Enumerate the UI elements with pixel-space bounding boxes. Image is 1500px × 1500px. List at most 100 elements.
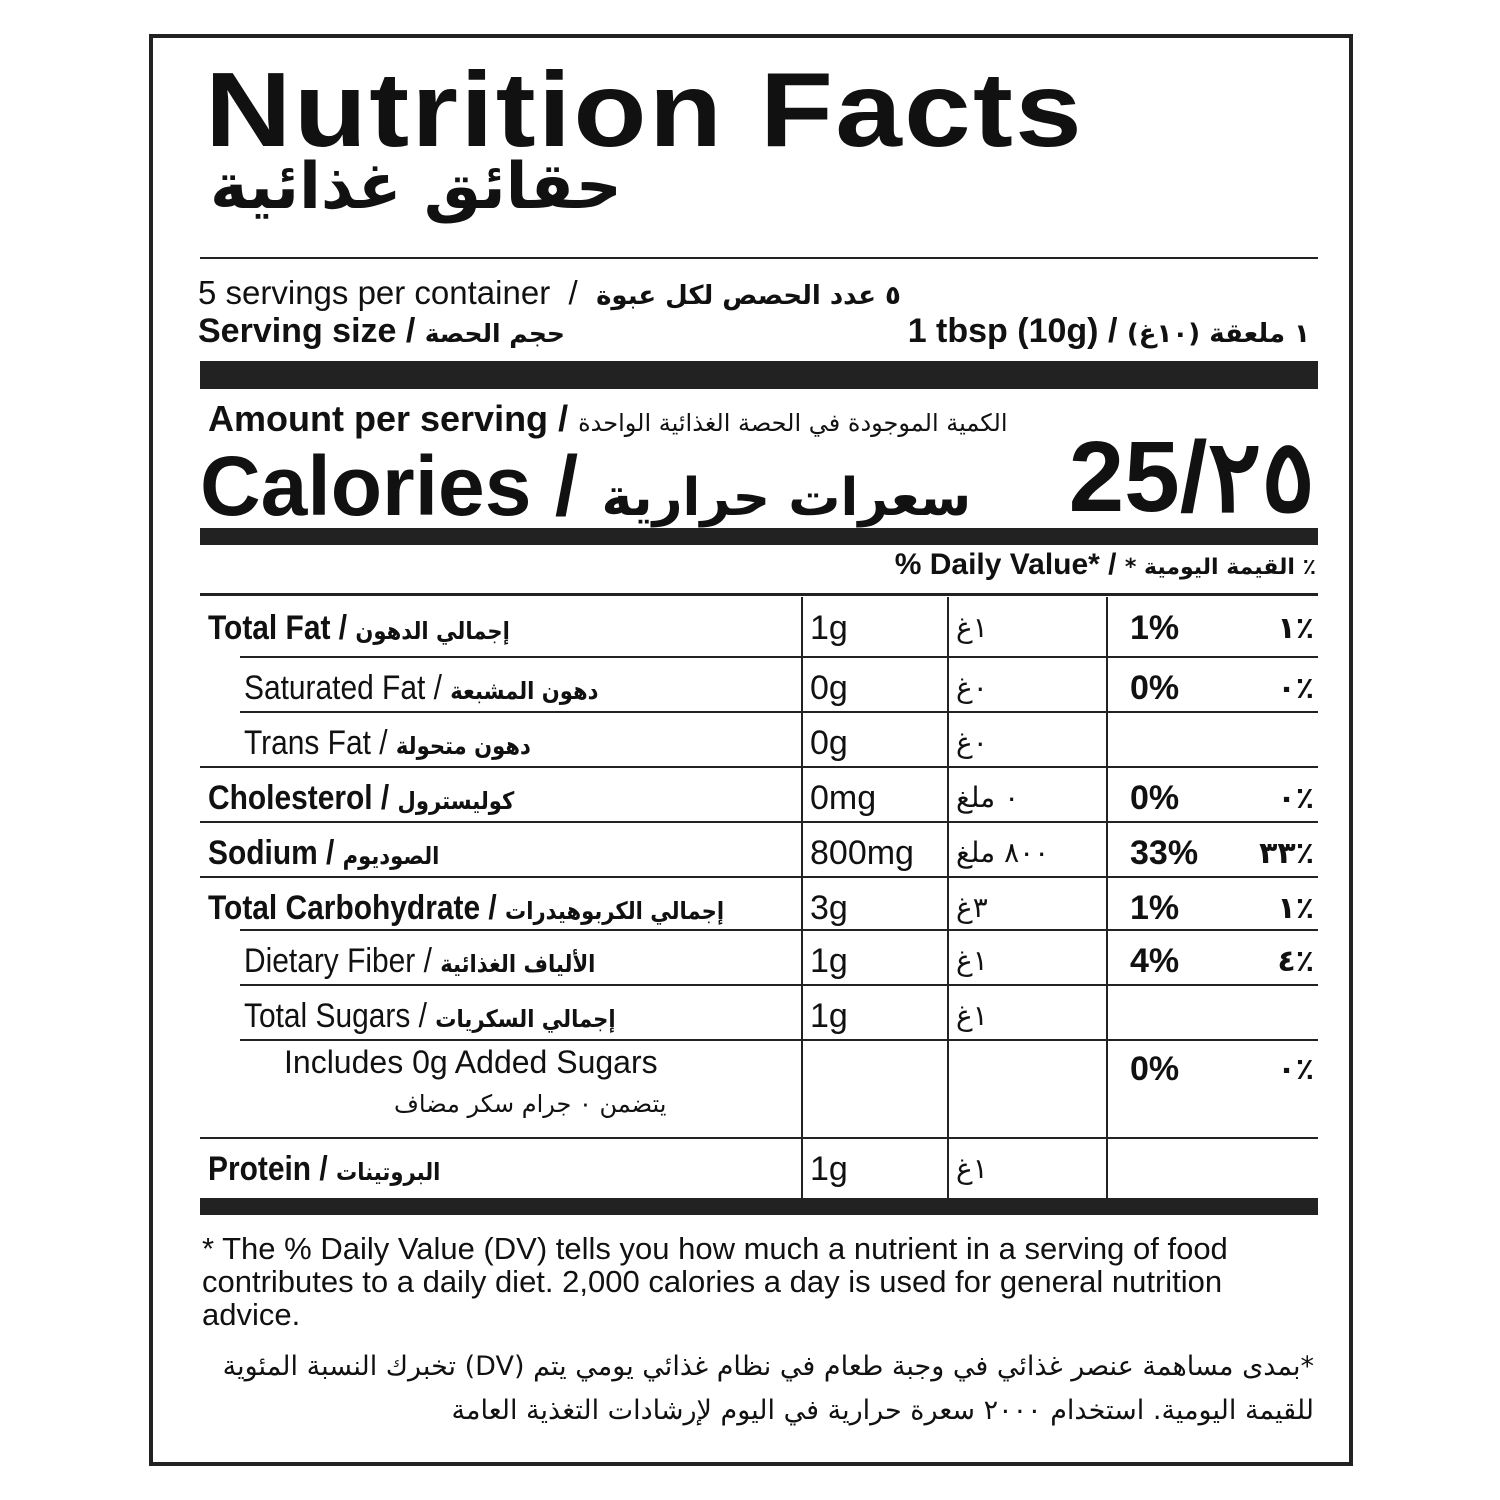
nutrient-daily-value: 4% (1130, 942, 1180, 980)
label-title: Nutrition Facts (205, 51, 1085, 169)
servings-en: 5 servings per container (198, 274, 551, 311)
servings-per-container: 5 servings per container / ٥ عدد الحصص ل… (198, 274, 901, 311)
nutrient-amount: 3g (810, 889, 848, 927)
thick-divider (200, 361, 1318, 389)
table-row: Saturated Fat / دهون المشبعة 0g ٠غ 0% ٪٠ (0, 657, 1500, 713)
nutrient-daily-value-ar: ٪٠ (1277, 1052, 1314, 1087)
footnote-arabic: *بمدى مساهمة عنصر غذائي في وجبة طعام في … (222, 1351, 1314, 1426)
nutrient-daily-value-ar: ٪٣٣ (1259, 836, 1314, 871)
nutrient-name: Trans Fat (244, 724, 371, 762)
amount-en: Amount per serving (208, 398, 549, 439)
column-divider (947, 597, 949, 1198)
serving-size-label: Serving size / حجم الحصة (198, 312, 565, 350)
nutrient-name: Saturated Fat (244, 669, 426, 707)
row-divider (240, 984, 1318, 986)
nutrient-name: Total Carbohydrate (208, 889, 481, 927)
row-divider (240, 1039, 1318, 1041)
amount-per-serving: Amount per serving / الكمية الموجودة في … (208, 398, 1008, 439)
nutrient-name-ar: الألياف الغذائية (440, 950, 596, 978)
nutrient-amount-ar: ٨٠٠ ملغ (956, 836, 1050, 869)
nutrient-amount-ar: ١غ (956, 944, 988, 977)
nutrient-name: Total Sugars (244, 997, 411, 1035)
calories-en: Calories (200, 439, 532, 533)
nutrient-name-ar: يتضمن ٠ جرام سكر مضاف (394, 1090, 667, 1118)
nutrient-daily-value-ar: ٪٠ (1277, 671, 1314, 706)
calories-value: 25/٢٥ (1068, 421, 1315, 533)
table-row: Total Carbohydrate / إجمالي الكربوهيدرات… (0, 877, 1500, 931)
label-title-arabic: حقائق غذائية (210, 150, 622, 224)
nutrient-name: Sodium (208, 834, 318, 872)
calories-ar: سعرات حرارية (601, 468, 972, 528)
row-divider (200, 821, 1318, 823)
row-divider (200, 876, 1318, 878)
dv-header-en: % Daily Value* (894, 548, 1100, 581)
nutrient-daily-value-ar: ٪٤ (1277, 944, 1314, 979)
nutrient-amount-ar: ٠ ملغ (956, 781, 1020, 814)
nutrition-label-border (149, 34, 1353, 1466)
daily-value-header: % Daily Value* / ٪ القيمة اليومية * (894, 548, 1316, 581)
calories-label: Calories / سعرات حرارية (200, 439, 972, 533)
nutrient-daily-value-ar: ٪١ (1277, 611, 1314, 646)
servings-ar: ٥ عدد الحصص لكل عبوة (596, 281, 901, 311)
divider (200, 593, 1318, 596)
divider (200, 257, 1318, 259)
nutrient-amount: 0g (810, 724, 848, 762)
nutrient-name-ar: دهون متحولة (395, 732, 531, 760)
nutrient-amount-ar: ٠غ (956, 671, 988, 704)
row-divider (200, 1137, 1318, 1139)
nutrient-amount-ar: ١غ (956, 1152, 988, 1185)
nutrient-daily-value: 33% (1130, 834, 1199, 872)
column-divider (1106, 597, 1108, 1198)
nutrient-name-ar: كوليسترول (397, 787, 515, 815)
serving-size-value-en: 1 tbsp (10g) (907, 312, 1099, 350)
table-row: Total Fat / إجمالي الدهون 1g ١غ 1% ٪١ (0, 597, 1500, 658)
table-row: Total Sugars / إجمالي السكريات 1g ١غ (0, 985, 1500, 1041)
nutrient-name: Includes 0g Added Sugars (284, 1044, 658, 1080)
serving-size-en: Serving size (198, 312, 397, 350)
nutrient-name-ar: دهون المشبعة (450, 677, 599, 705)
nutrient-amount-ar: ٠غ (956, 726, 988, 759)
serving-size-value-ar: ١ ملعقة (١٠غ) (1126, 319, 1310, 349)
nutrient-daily-value: 0% (1130, 779, 1180, 817)
serving-size-value: 1 tbsp (10g) / ١ ملعقة (١٠غ) (907, 312, 1310, 350)
table-row: Includes 0g Added Sugars يتضمن ٠ جرام سكر… (0, 1040, 1500, 1139)
nutrient-name-ar: إجمالي الدهون (355, 617, 510, 645)
thick-divider (200, 528, 1318, 545)
table-row: Protein / البروتينات 1g ١غ (208, 1150, 988, 1188)
column-divider (801, 597, 803, 1198)
footnote: * The % Daily Value (DV) tells you how m… (202, 1231, 1228, 1332)
serving-size-ar: حجم الحصة (424, 319, 565, 348)
thick-divider (200, 1198, 1318, 1215)
nutrient-name-ar: إجمالي السكريات (435, 1005, 616, 1033)
nutrient-amount-ar: ١غ (956, 611, 988, 644)
table-row: Sodium / الصوديوم 800mg ٨٠٠ ملغ 33% ٪٣٣ (0, 822, 1500, 878)
nutrient-amount: 1g (810, 997, 848, 1035)
nutrient-daily-value: 0% (1130, 1050, 1180, 1088)
table-row: Cholesterol / كوليسترول 0mg ٠ ملغ 0% ٪٠ (0, 767, 1500, 823)
nutrient-amount: 800mg (810, 834, 914, 872)
nutrient-name: Cholesterol (208, 779, 373, 817)
nutrient-name-ar: الصوديوم (342, 842, 440, 870)
nutrient-daily-value: 1% (1130, 889, 1180, 927)
dv-header-ar: ٪ القيمة اليومية * (1124, 555, 1316, 580)
row-divider (240, 656, 1318, 658)
table-row: Dietary Fiber / الألياف الغذائية 1g ١غ 4% ٪٤ (0, 930, 1500, 986)
nutrient-amount-ar: ٣غ (956, 891, 988, 924)
nutrient-daily-value-ar: ٪٠ (1277, 781, 1314, 816)
row-divider (200, 766, 1318, 768)
nutrient-name: Total Fat (208, 609, 331, 647)
nutrient-name-ar: إجمالي الكربوهيدرات (505, 897, 725, 925)
row-divider (240, 711, 1318, 713)
nutrient-name-ar: البروتينات (336, 1158, 441, 1186)
nutrient-amount: 1g (810, 609, 848, 647)
nutrient-amount: 1g (810, 1150, 848, 1188)
nutrient-amount: 0g (810, 669, 848, 707)
nutrient-daily-value-ar: ٪١ (1277, 891, 1314, 926)
nutrient-name: Dietary Fiber (244, 942, 416, 980)
nutrient-name: Protein (208, 1150, 312, 1188)
nutrient-daily-value: 0% (1130, 669, 1180, 707)
row-divider (240, 929, 1318, 931)
table-row: Trans Fat / دهون متحولة 0g ٠غ (0, 712, 1500, 768)
nutrient-daily-value: 1% (1130, 609, 1180, 647)
nutrient-amount: 1g (810, 942, 848, 980)
